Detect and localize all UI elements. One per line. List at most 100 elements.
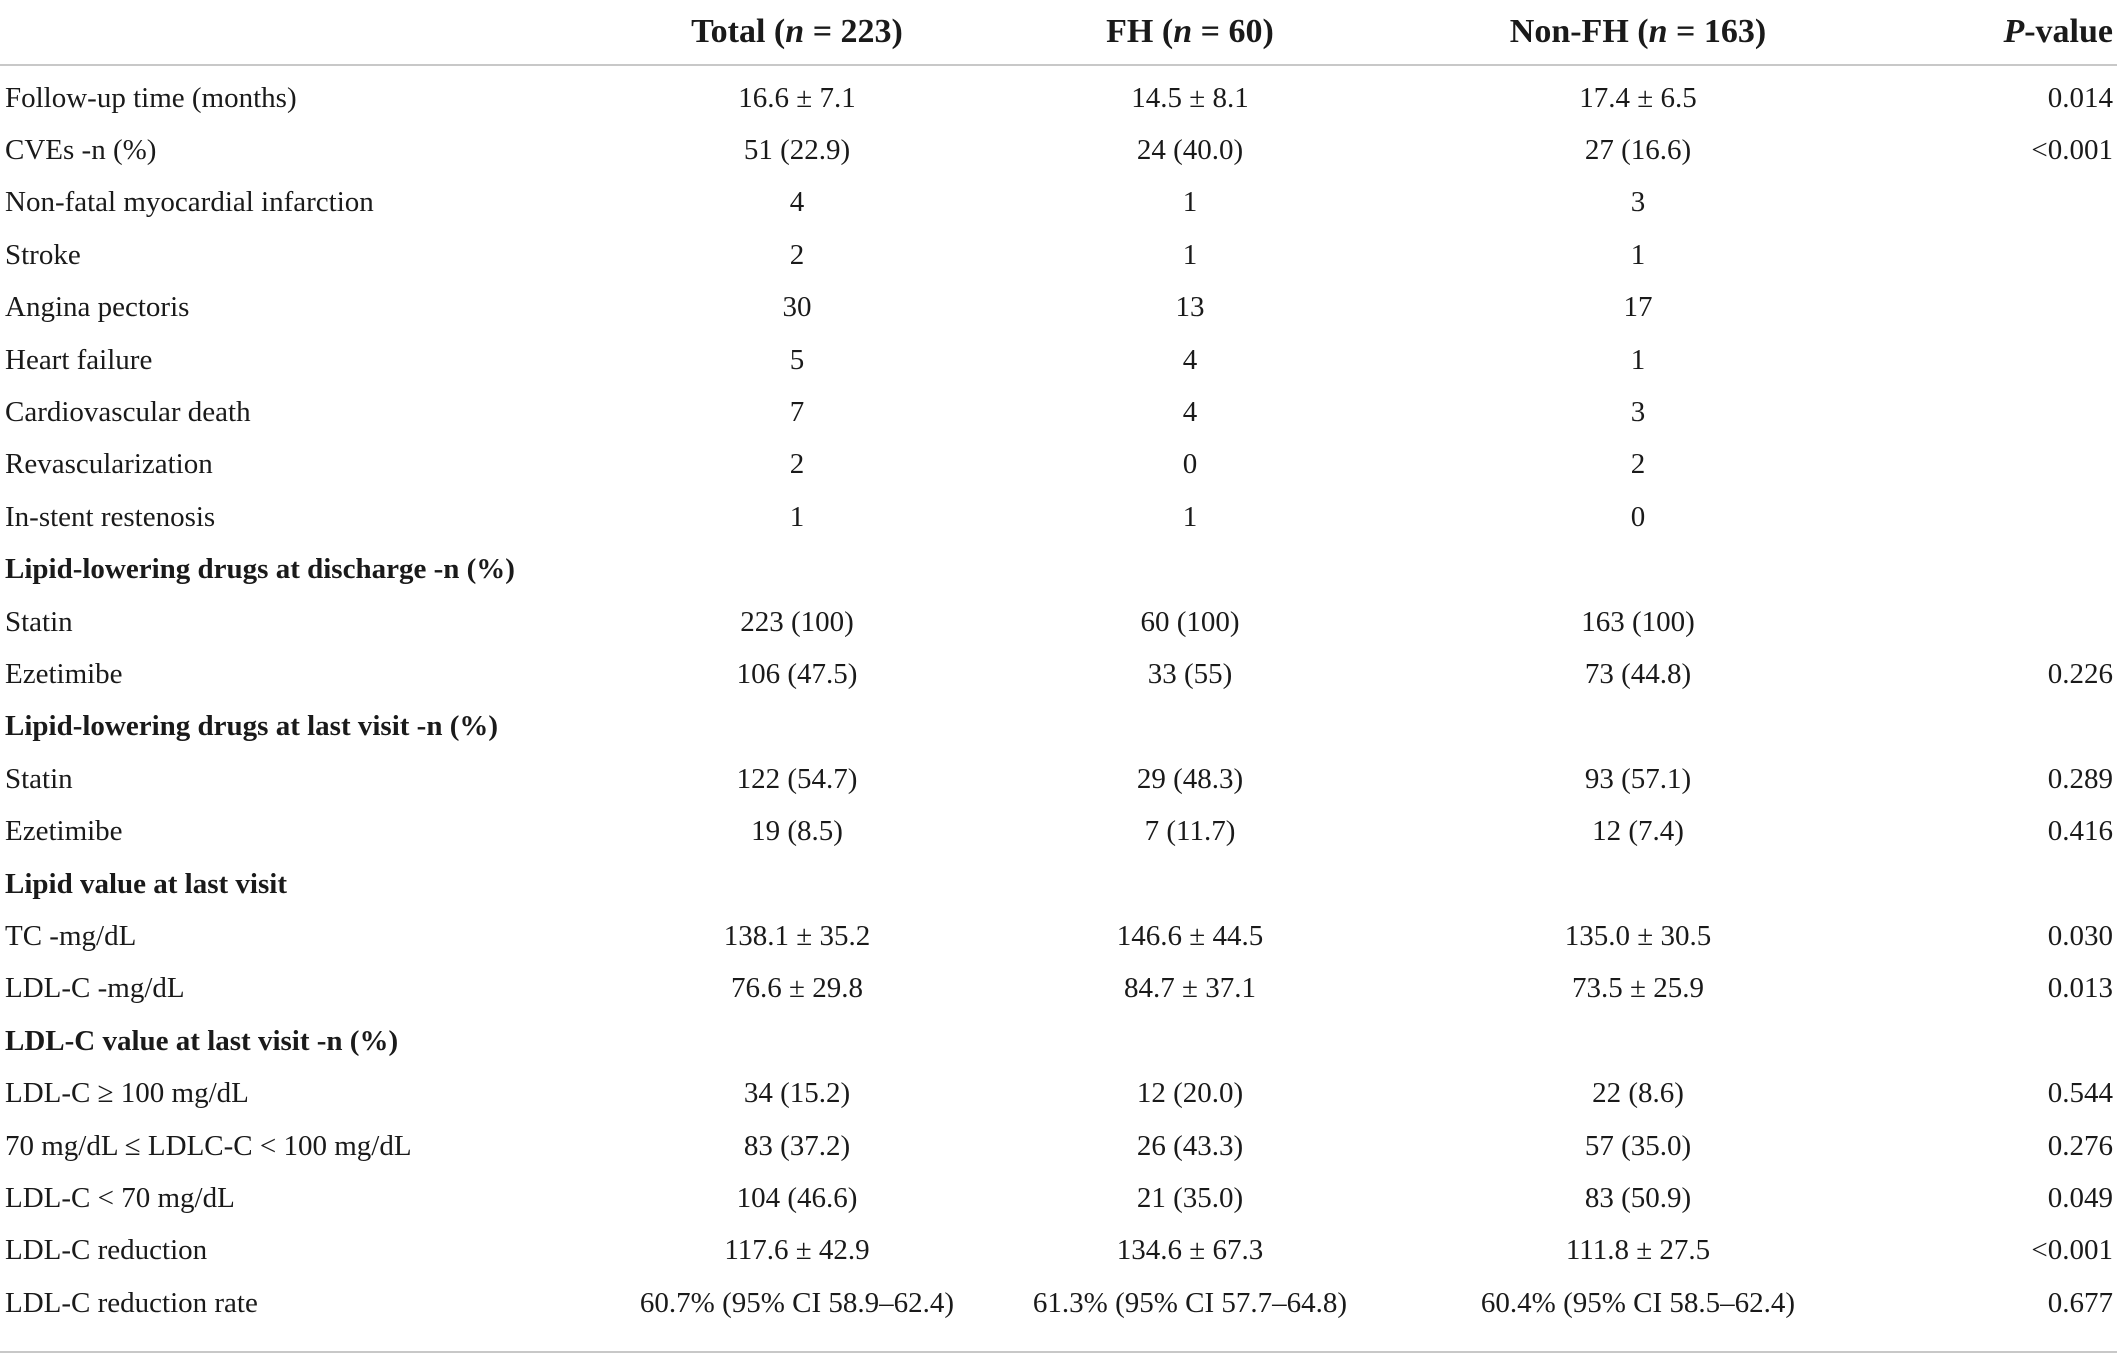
header-fh-name: FH ( (1106, 13, 1174, 50)
cell-fh (966, 544, 1414, 596)
table-row: In-stent restenosis 1 1 0 (0, 491, 2117, 543)
cell-total: 5 (789, 343, 805, 376)
cell-p-value (1862, 386, 2117, 438)
cell-fh: 1 (1182, 238, 1198, 271)
table-row: LDL-C ≥ 100 mg/dL 34 (15.2) 12 (20.0) 22 (8… (0, 1067, 2117, 1119)
cell-fh: 29 (48.3) (1136, 762, 1244, 795)
cell-fh: 134.6 ± 67.3 (1116, 1234, 1264, 1267)
cell-total (628, 1015, 966, 1067)
cell-nonfh (1414, 1015, 1862, 1067)
header-p-value: P-value (1862, 0, 2117, 66)
cell-total: 4 (789, 186, 805, 219)
cell-total: 16.6 ± 7.1 (738, 81, 856, 114)
table-row: Ezetimibe 19 (8.5) 7 (11.7) 12 (7.4) 0.416 (0, 805, 2117, 857)
row-label: Lipid-lowering drugs at last visit -n (%… (5, 710, 499, 743)
cell-nonfh (1414, 858, 1862, 910)
cell-nonfh: 73.5 ± 25.9 (1572, 972, 1704, 1005)
cell-nonfh: 0 (1630, 500, 1646, 533)
cell-fh: 21 (35.0) (1136, 1181, 1244, 1214)
cell-p-value: 0.014 (2047, 81, 2113, 114)
row-label: LDL-C < 70 mg/dL (5, 1181, 235, 1214)
header-nonfh-count: = 163) (1667, 13, 1767, 50)
cell-fh: 7 (11.7) (1144, 815, 1236, 848)
cell-nonfh: 17 (1623, 291, 1653, 324)
row-label: Lipid-lowering drugs at discharge -n (%) (5, 553, 515, 586)
table-row: Statin 122 (54.7) 29 (48.3) 93 (57.1) 0.289 (0, 753, 2117, 805)
cell-fh: 0 (1182, 448, 1198, 481)
section-row: Lipid-lowering drugs at last visit -n (%… (0, 701, 2117, 753)
cell-p-value: 0.049 (2047, 1181, 2113, 1214)
cell-fh: 33 (55) (1147, 657, 1233, 690)
row-label: Lipid value at last visit (5, 867, 287, 900)
cell-total: 19 (8.5) (751, 815, 843, 848)
cell-p-value (1862, 596, 2117, 648)
cell-fh (966, 701, 1414, 753)
cell-fh (966, 1015, 1414, 1067)
section-row: Lipid value at last visit (0, 858, 2117, 910)
cell-total: 117.6 ± 42.9 (724, 1234, 870, 1267)
cell-fh: 1 (1182, 186, 1198, 219)
cell-p-value (1862, 229, 2117, 281)
cell-p-value (1862, 439, 2117, 491)
table-row: Cardiovascular death 7 4 3 (0, 386, 2117, 438)
cell-total: 51 (22.9) (743, 134, 851, 167)
table-row: Ezetimibe 106 (47.5) 33 (55) 73 (44.8) 0.226 (0, 648, 2117, 700)
cell-total: 83 (37.2) (743, 1129, 851, 1162)
row-label: In-stent restenosis (5, 500, 216, 533)
cell-p-value: <0.001 (2031, 134, 2113, 167)
table-header: Total (n = 223) FH (n = 60) Non-FH (n = … (0, 0, 2117, 66)
table-body: Follow-up time (months) 16.6 ± 7.1 14.5 ± … (0, 65, 2117, 1329)
header-total-name: Total ( (691, 13, 786, 50)
cell-p-value (1862, 334, 2117, 386)
cell-p-value: 0.013 (2047, 972, 2113, 1005)
cell-p-value: <0.001 (2031, 1234, 2113, 1267)
header-fh: FH (n = 60) (966, 0, 1414, 66)
table-row: Angina pectoris 30 13 17 (0, 282, 2117, 334)
cell-p-value (1862, 858, 2117, 910)
row-label: Ezetimibe (5, 815, 123, 848)
cell-total: 60.7% (95% CI 58.9–62.4) (639, 1286, 955, 1319)
header-total-n: n (785, 13, 805, 50)
cell-nonfh: 135.0 ± 30.5 (1564, 919, 1712, 952)
cell-total: 2 (789, 448, 805, 481)
cell-nonfh: 93 (57.1) (1584, 762, 1692, 795)
cell-nonfh: 60.4% (95% CI 58.5–62.4) (1480, 1286, 1796, 1319)
results-table: Total (n = 223) FH (n = 60) Non-FH (n = … (0, 0, 2117, 1329)
cell-p-value (1862, 1015, 2117, 1067)
cell-p-value (1862, 544, 2117, 596)
cell-total: 106 (47.5) (736, 657, 858, 690)
cell-total: 122 (54.7) (736, 762, 858, 795)
cell-fh: 26 (43.3) (1136, 1129, 1244, 1162)
table-row: LDL-C reduction rate 60.7% (95% CI 58.9–6… (0, 1277, 2117, 1329)
cell-nonfh: 163 (100) (1581, 605, 1695, 638)
header-total-count: = 223) (804, 13, 903, 50)
row-label: CVEs -n (%) (5, 134, 157, 167)
cell-nonfh: 1 (1630, 343, 1646, 376)
row-label: LDL-C value at last visit -n (%) (5, 1024, 399, 1057)
table-row: TC -mg/dL 138.1 ± 35.2 146.6 ± 44.5 135.0 ±… (0, 910, 2117, 962)
cell-fh: 24 (40.0) (1136, 134, 1244, 167)
row-label: Heart failure (5, 343, 153, 376)
cell-p-value: 0.416 (2047, 815, 2113, 848)
cell-nonfh: 1 (1630, 238, 1646, 271)
cell-p-value (1862, 491, 2117, 543)
cell-p-value: 0.276 (2047, 1129, 2113, 1162)
header-row: Total (n = 223) FH (n = 60) Non-FH (n = … (0, 0, 2117, 66)
cell-total: 34 (15.2) (743, 1077, 851, 1110)
cell-total: 7 (789, 396, 805, 429)
header-p-rest: -value (2024, 13, 2113, 50)
cell-fh: 60 (100) (1140, 605, 1240, 638)
cell-nonfh: 22 (8.6) (1592, 1077, 1684, 1110)
row-label: Follow-up time (months) (5, 81, 297, 114)
bottom-rule (0, 1351, 2117, 1353)
cell-total: 2 (789, 238, 805, 271)
table-row: LDL-C -mg/dL 76.6 ± 29.8 84.7 ± 37.1 73.5 ±… (0, 963, 2117, 1015)
header-fh-n: n (1173, 13, 1193, 50)
table-row: LDL-C < 70 mg/dL 104 (46.6) 21 (35.0) 83 (5… (0, 1172, 2117, 1224)
cell-total (628, 544, 966, 596)
cell-fh: 4 (1182, 396, 1198, 429)
header-label (0, 0, 628, 66)
cell-fh: 12 (20.0) (1136, 1077, 1244, 1110)
section-row: Lipid-lowering drugs at discharge -n (%) (0, 544, 2117, 596)
